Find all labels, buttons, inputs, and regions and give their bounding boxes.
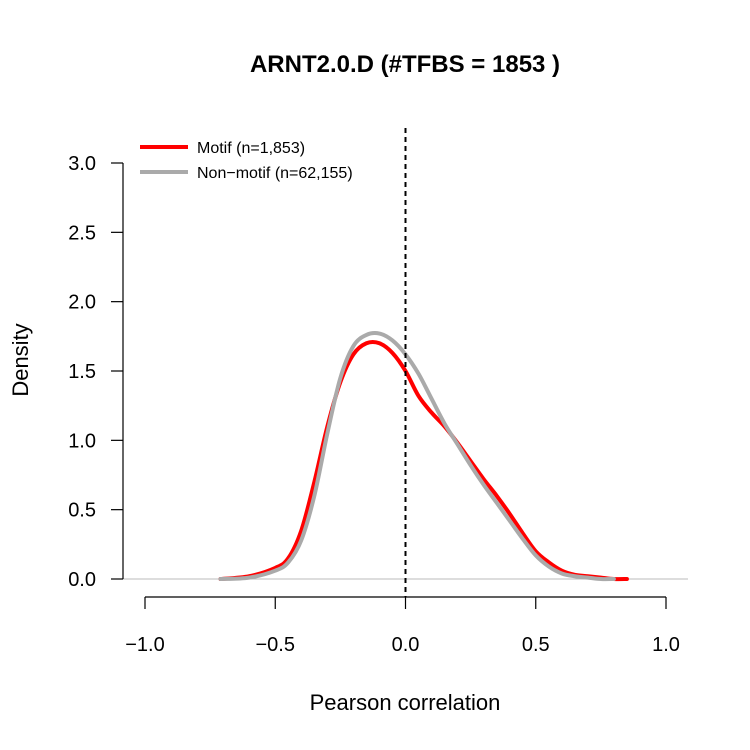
y-tick-label: 3.0: [68, 153, 96, 175]
legend-label-motif: Motif (n=1,853): [197, 140, 305, 157]
x-axis-label: Pearson correlation: [310, 690, 501, 715]
x-tick-label: 0.0: [392, 634, 420, 656]
y-tick-label: 0.5: [68, 500, 96, 522]
y-axis-label: Density: [8, 323, 33, 396]
y-tick-label: 2.5: [68, 222, 96, 244]
legend-label-non-motif: Non−motif (n=62,155): [197, 165, 353, 182]
y-tick-label: 1.0: [68, 430, 96, 452]
y-tick-label: 2.0: [68, 292, 96, 314]
series-line-non-motif: [218, 331, 616, 582]
y-tick-label: 0.0: [68, 569, 96, 591]
series-line-motif: [218, 339, 629, 582]
x-tick-label: −0.5: [256, 634, 295, 656]
legend: Motif (n=1,853) Non−motif (n=62,155): [140, 140, 353, 182]
chart-title: ARNT2.0.D (#TFBS = 1853 ): [250, 51, 560, 78]
x-tick-label: 0.5: [522, 634, 550, 656]
x-tick-label: −1.0: [125, 634, 164, 656]
y-tick-label: 1.5: [68, 361, 96, 383]
plot-area: 0.0 0.5 1.0 1.5 2.0 2.5 3.0 −1.0 −0.5 0.0 0.5 1.0: [68, 128, 688, 656]
x-tick-label: 1.0: [652, 634, 680, 656]
